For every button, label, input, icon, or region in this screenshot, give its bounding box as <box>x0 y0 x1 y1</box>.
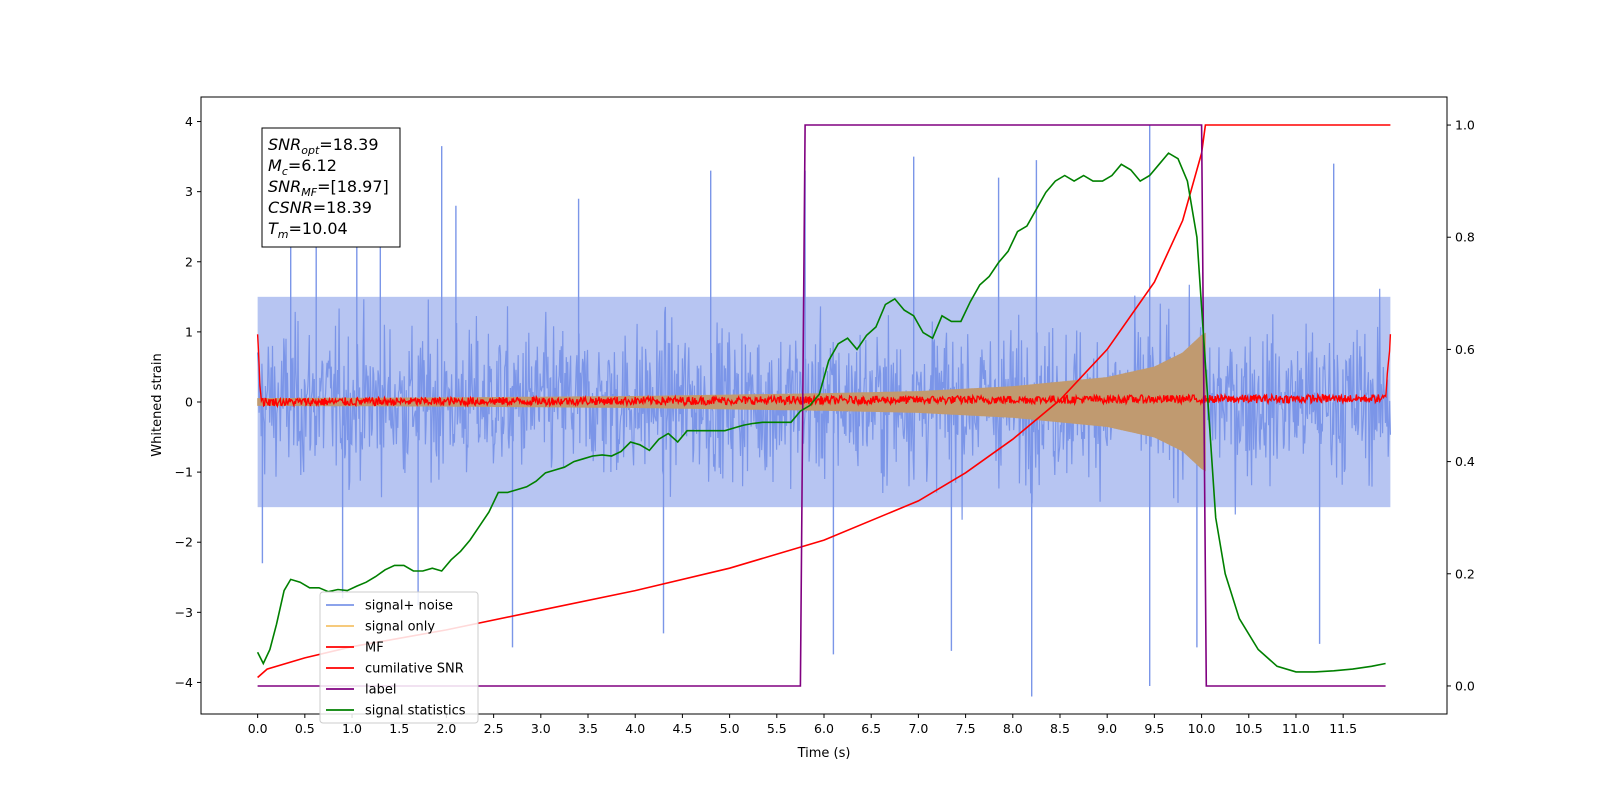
x-tick-label: 1.0 <box>342 721 362 736</box>
y-left-tick-label: 1 <box>185 324 193 339</box>
x-axis: 0.0 0.5 1.0 1.5 2.0 2.5 3.0 3.5 4.0 4.5 5.0 5.5 6.0 6… <box>248 714 1357 736</box>
y-left-tick-label: 2 <box>185 254 193 269</box>
y-right-tick-label: 0.6 <box>1455 342 1475 357</box>
y-left-tick-label: −2 <box>175 535 193 550</box>
annotation-line: Mc=6.12 <box>268 156 337 178</box>
y-right-tick-label: 1.0 <box>1455 118 1475 133</box>
legend: signal+ noise signal only MF cumilative SNR… <box>319 591 479 724</box>
annotation-line: SNRMF=[18.97] <box>268 177 389 199</box>
x-tick-label: 11.5 <box>1329 721 1357 736</box>
series-mf <box>256 334 1392 409</box>
x-tick-label: 6.0 <box>814 721 834 736</box>
x-tick-label: 2.0 <box>436 721 456 736</box>
y-right-tick-label: 0.4 <box>1455 454 1475 469</box>
y-left-tick-label: −4 <box>175 675 193 690</box>
x-tick-label: 8.5 <box>1050 721 1070 736</box>
x-tick-label: 0.0 <box>248 721 268 736</box>
x-tick-label: 11.0 <box>1282 721 1310 736</box>
x-axis-label: Time (s) <box>797 746 851 761</box>
x-tick-label: 5.0 <box>720 721 740 736</box>
y-axis-label: Whitened strain <box>150 353 165 456</box>
x-tick-label: 3.5 <box>578 721 598 736</box>
x-tick-label: 1.5 <box>389 721 409 736</box>
x-tick-label: 6.5 <box>861 721 881 736</box>
x-tick-label: 7.0 <box>908 721 928 736</box>
annotation-line: CSNR=18.39 <box>268 198 372 217</box>
x-tick-label: 5.5 <box>767 721 787 736</box>
series-layer <box>256 124 1392 697</box>
x-tick-label: 3.0 <box>531 721 551 736</box>
annotation-line: Tm=10.04 <box>268 219 348 241</box>
y-right-tick-label: 0.2 <box>1455 566 1475 581</box>
legend-label: signal only <box>365 620 435 635</box>
x-tick-label: 9.0 <box>1097 721 1117 736</box>
x-tick-label: 8.0 <box>1003 721 1023 736</box>
legend-label: signal statistics <box>365 704 466 719</box>
x-tick-label: 0.5 <box>295 721 315 736</box>
x-tick-label: 4.0 <box>625 721 645 736</box>
x-tick-label: 7.5 <box>956 721 976 736</box>
series-signal-statistics <box>256 152 1386 673</box>
x-tick-label: 10.0 <box>1188 721 1216 736</box>
legend-label: label <box>365 683 396 698</box>
x-tick-label: 4.5 <box>672 721 692 736</box>
y-axis-right: 0.0 0.2 0.4 0.6 0.8 1.0 <box>1447 118 1475 693</box>
annotation-line: SNRopt=18.39 <box>268 135 379 157</box>
x-tick-label: 2.5 <box>484 721 504 736</box>
legend-frame <box>319 591 479 724</box>
y-right-tick-label: 0.0 <box>1455 678 1475 693</box>
x-tick-label: 10.5 <box>1235 721 1263 736</box>
annotation-frame <box>261 127 401 248</box>
mf-trace <box>256 334 1392 409</box>
annotation-box: SNRopt=18.39Mc=6.12SNRMF=[18.97]CSNR=18.… <box>261 127 401 248</box>
legend-label: cumilative SNR <box>365 662 464 677</box>
legend-label: signal+ noise <box>365 599 453 614</box>
y-left-tick-label: 3 <box>185 184 193 199</box>
x-tick-label: 9.5 <box>1144 721 1164 736</box>
y-left-tick-label: 4 <box>185 114 193 129</box>
y-axis-left: −4 −3 −2 −1 0 1 2 3 4 <box>175 114 201 690</box>
y-left-tick-label: 0 <box>185 394 193 409</box>
y-left-tick-label: −1 <box>175 465 193 480</box>
legend-label: MF <box>365 641 384 656</box>
y-left-tick-label: −3 <box>175 605 193 620</box>
y-right-tick-label: 0.8 <box>1455 230 1475 245</box>
series-label <box>257 124 1386 687</box>
